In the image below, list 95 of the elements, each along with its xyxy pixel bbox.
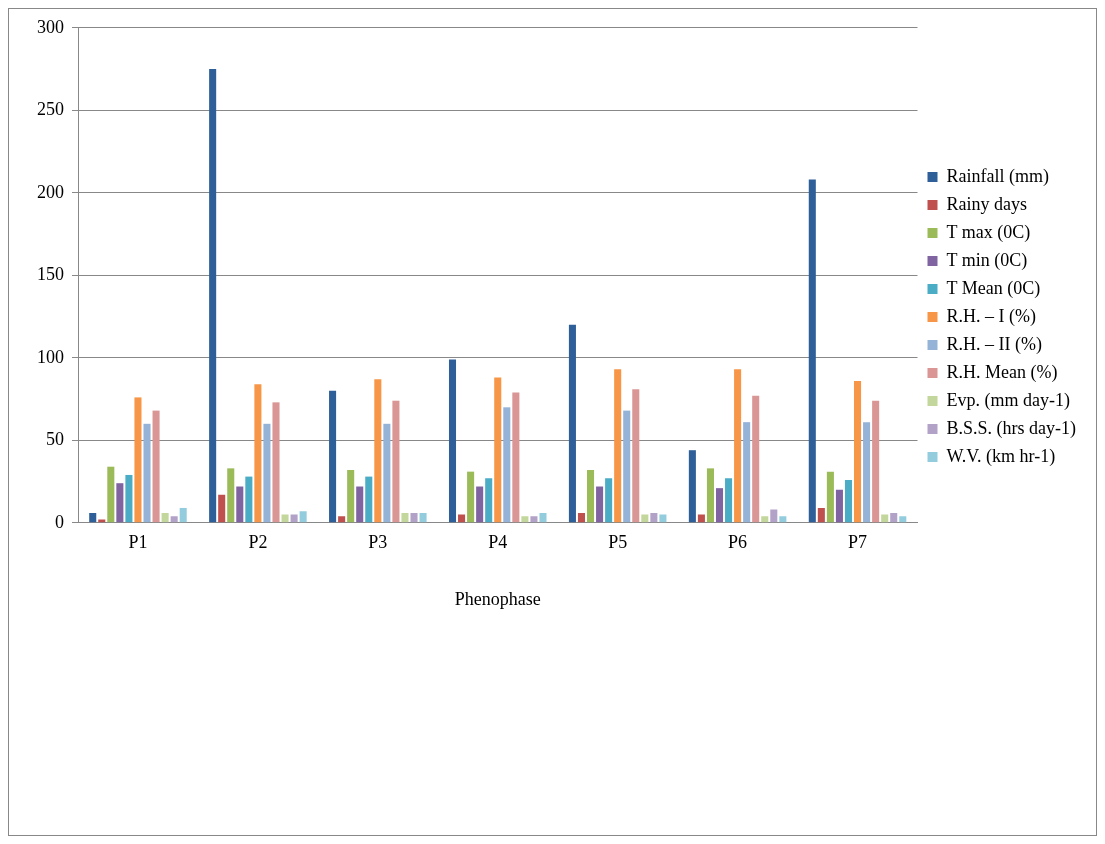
x-axis-title: Phenophase — [454, 588, 541, 609]
bar — [632, 389, 640, 523]
bar — [494, 377, 502, 523]
bar — [152, 410, 160, 523]
x-tick-label: P3 — [368, 532, 388, 553]
legend-label: W.V. (km hr-1) — [946, 445, 1056, 467]
x-tick-label: P7 — [848, 532, 868, 553]
bar — [779, 516, 787, 523]
bar — [254, 384, 262, 523]
x-tick-label: P2 — [248, 532, 268, 553]
legend-label: T Mean (0C) — [946, 277, 1041, 299]
y-tick-label: 50 — [46, 429, 64, 450]
bar — [650, 512, 658, 523]
legend-label: R.H. Mean (%) — [946, 361, 1058, 383]
bar — [577, 512, 586, 523]
bar — [218, 494, 226, 523]
bar — [854, 380, 862, 523]
bar — [272, 402, 280, 523]
y-tick-label: 300 — [37, 16, 64, 37]
bar — [125, 474, 133, 523]
bar — [770, 509, 778, 523]
bar — [521, 516, 529, 523]
bar — [419, 512, 427, 523]
bar — [263, 423, 271, 523]
bar — [209, 69, 217, 523]
bar — [116, 483, 124, 523]
y-tick-label: 200 — [37, 181, 64, 202]
bar — [467, 471, 475, 523]
bar — [568, 324, 576, 523]
bar — [688, 450, 696, 523]
bar — [170, 516, 178, 523]
bar — [808, 179, 816, 523]
bar — [605, 478, 613, 523]
bar — [863, 422, 871, 523]
bar — [706, 468, 714, 523]
bar — [614, 369, 622, 523]
legend-label: T max (0C) — [946, 221, 1031, 243]
bar — [143, 423, 151, 523]
bar — [899, 516, 907, 523]
bar — [734, 369, 742, 523]
bar — [512, 392, 520, 523]
bar — [715, 488, 724, 523]
bar — [107, 466, 115, 523]
legend-label: B.S.S. (hrs day-1) — [946, 417, 1077, 439]
bar — [890, 512, 898, 523]
bar — [179, 507, 187, 523]
bar — [844, 479, 853, 523]
bar — [89, 512, 97, 523]
bar — [623, 410, 631, 523]
bar — [725, 478, 733, 523]
legend-label: T min (0C) — [946, 249, 1028, 271]
bar — [383, 423, 391, 523]
bar — [401, 512, 409, 523]
bar — [410, 512, 418, 523]
bar — [347, 470, 355, 523]
bar — [476, 486, 484, 523]
bar — [356, 486, 364, 523]
bar — [134, 397, 142, 523]
x-tick-label: P4 — [488, 532, 508, 553]
y-tick-label: 250 — [37, 99, 64, 120]
bar — [835, 489, 843, 523]
legend-label: R.H. – I (%) — [946, 305, 1036, 327]
bar — [503, 407, 511, 523]
bar — [530, 516, 538, 523]
bar — [539, 512, 547, 523]
bar — [374, 379, 382, 523]
bar — [392, 400, 400, 523]
bar — [743, 422, 751, 523]
bar — [761, 516, 769, 523]
x-tick-label: P5 — [608, 532, 628, 553]
bar — [299, 511, 307, 523]
bar — [338, 516, 346, 523]
legend-label: R.H. – II (%) — [946, 333, 1042, 355]
bar — [485, 478, 493, 523]
y-tick-label: 150 — [37, 264, 64, 285]
bar — [826, 471, 834, 523]
bar — [227, 468, 235, 523]
legend-label: Rainfall (mm) — [946, 165, 1049, 187]
x-tick-label: P1 — [128, 532, 148, 553]
legend-label: Evp. (mm day-1) — [946, 389, 1070, 411]
bar — [752, 395, 760, 523]
bar — [448, 359, 457, 523]
bar — [245, 476, 253, 523]
y-tick-label: 0 — [55, 511, 64, 532]
legend-label: Rainy days — [946, 193, 1027, 214]
bar — [587, 470, 595, 523]
bar — [329, 390, 337, 523]
bar — [817, 507, 825, 523]
y-tick-label: 100 — [37, 346, 64, 367]
bar — [596, 486, 604, 523]
bar — [161, 512, 169, 523]
bar — [872, 400, 880, 523]
x-tick-label: P6 — [728, 532, 748, 553]
bar — [365, 476, 373, 523]
bar — [236, 486, 244, 523]
